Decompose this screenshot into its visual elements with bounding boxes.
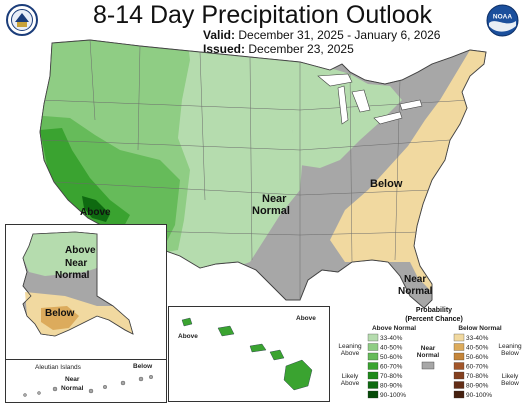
legend-leaning-above-2: Above [341, 350, 360, 357]
legend-likely-above-1: Likely [342, 373, 359, 380]
state-boundaries [40, 40, 471, 300]
legend-above-bin-label-2: 50-60% [380, 354, 403, 361]
legend-above-bin-swatch-0 [367, 333, 379, 342]
legend-below-bin-swatch-6 [453, 390, 465, 399]
legend-near-1: Near [421, 345, 436, 352]
legend-above-bin-label-1: 40-50% [380, 345, 403, 352]
legend-below-bin-label-6: 90-100% [466, 392, 492, 399]
page-title: 8-14 Day Precipitation Outlook [92, 1, 433, 29]
great-lakes [317, 73, 423, 125]
below-33-40-region [330, 50, 486, 300]
doc-seal-logo [6, 4, 38, 36]
legend-above-bins: 33-40% 40-50% 50-60% 60-70% 70-80% 80-90% 90-1… [367, 333, 406, 399]
legend-above-bin-label-4: 70-80% [380, 373, 403, 380]
legend-near-swatch [421, 361, 435, 370]
legend-likely-above-2: Above [341, 380, 360, 387]
legend-below-bin-swatch-0 [453, 333, 465, 342]
legend-above-bin-label-3: 60-70% [380, 364, 403, 371]
legend-below-bin-swatch-1 [453, 343, 465, 351]
legend-leaning-below-2: Below [501, 350, 519, 357]
legend-above-bin-label-0: 33-40% [380, 335, 403, 342]
issued-date: December 23, 2025 [248, 42, 354, 56]
valid-dates: December 31, 2025 - January 6, 2026 [238, 28, 441, 42]
legend-above-bin-label-5: 80-90% [380, 383, 403, 390]
aleutian-inset: Aleutian Islands Near Normal Below [5, 359, 167, 403]
conus-near-label-1: Near [262, 193, 287, 205]
aleutian-islands-shapes [23, 375, 153, 397]
alaska-above-region [23, 232, 97, 276]
legend-above-bin-swatch-6 [367, 390, 379, 399]
legend-likely-below-2: Below [501, 380, 519, 387]
legend-above-bin-label-6: 90-100% [380, 392, 406, 399]
florida-near-label-2: Normal [398, 286, 433, 297]
legend-title-2: (Percent Chance) [405, 316, 463, 323]
noaa-logo: NOAA [486, 4, 519, 37]
aleutian-title: Aleutian Islands [35, 364, 82, 371]
hawaii-above-right-label: Above [296, 315, 316, 322]
legend-below-bin-swatch-3 [453, 362, 465, 370]
legend-below-bin-label-4: 70-80% [466, 373, 489, 380]
legend-below-bin-swatch-4 [453, 371, 465, 380]
hawaii-islands [181, 317, 313, 391]
above-60-70-region [40, 128, 130, 230]
legend-near-2: Normal [417, 352, 440, 359]
alaska-below-40-50 [41, 306, 79, 330]
aleutian-near-label-2: Normal [61, 385, 84, 392]
above-80-90-region [82, 196, 110, 222]
legend-below-bin-label-0: 33-40% [466, 335, 489, 342]
legend-above-bin-swatch-4 [367, 371, 379, 380]
noaa-logo-text: NOAA [493, 14, 512, 21]
conus-below-label: Below [370, 178, 403, 190]
legend-above-bin-swatch-5 [367, 381, 379, 389]
legend-above-bin-swatch-3 [367, 362, 379, 370]
alaska-near-label-1: Near [65, 258, 87, 269]
probability-legend: Probability (Percent Chance) Above Norma… [338, 307, 522, 399]
conus-above-label: Above [80, 207, 111, 218]
legend-leaning-above-1: Leaning [338, 343, 362, 350]
legend-below-bins: 33-40% 40-50% 50-60% 60-70% 70-80% 80-90% 90-1… [453, 333, 492, 399]
legend-below-bin-swatch-2 [453, 352, 465, 361]
legend-title-1: Probability [416, 307, 452, 314]
legend-above-bin-swatch-2 [367, 352, 379, 361]
hawaii-above-left-label: Above [178, 333, 198, 340]
hawaii-inset: Above Above [168, 306, 330, 402]
legend-below-bin-label-5: 80-90% [466, 383, 489, 390]
valid-label: Valid: [203, 28, 236, 42]
alaska-above-label: Above [65, 245, 96, 256]
legend-likely-below-1: Likely [502, 373, 519, 380]
florida-near-label-1: Near [404, 274, 426, 285]
legend-below-bin-label-1: 40-50% [466, 345, 489, 352]
aleutian-near-label-1: Near [65, 376, 80, 383]
issued-label: Issued: [203, 42, 246, 56]
legend-below-bin-label-2: 50-60% [466, 354, 489, 361]
alaska-near-label-2: Normal [55, 270, 90, 281]
issued-line: Issued: December 23, 2025 [203, 42, 354, 56]
valid-line: Valid: December 31, 2025 - January 6, 20… [203, 28, 440, 42]
legend-below-header: Below Normal [458, 325, 502, 332]
legend-above-bin-swatch-1 [367, 343, 379, 351]
legend-leaning-below-1: Leaning [498, 343, 522, 350]
legend-below-bin-label-3: 60-70% [466, 364, 489, 371]
legend-below-bin-swatch-5 [453, 381, 465, 389]
alaska-below-label: Below [45, 308, 75, 319]
aleutian-below-label: Below [133, 363, 153, 370]
conus-near-label-2: Normal [252, 205, 290, 217]
legend-above-header: Above Normal [372, 325, 416, 332]
